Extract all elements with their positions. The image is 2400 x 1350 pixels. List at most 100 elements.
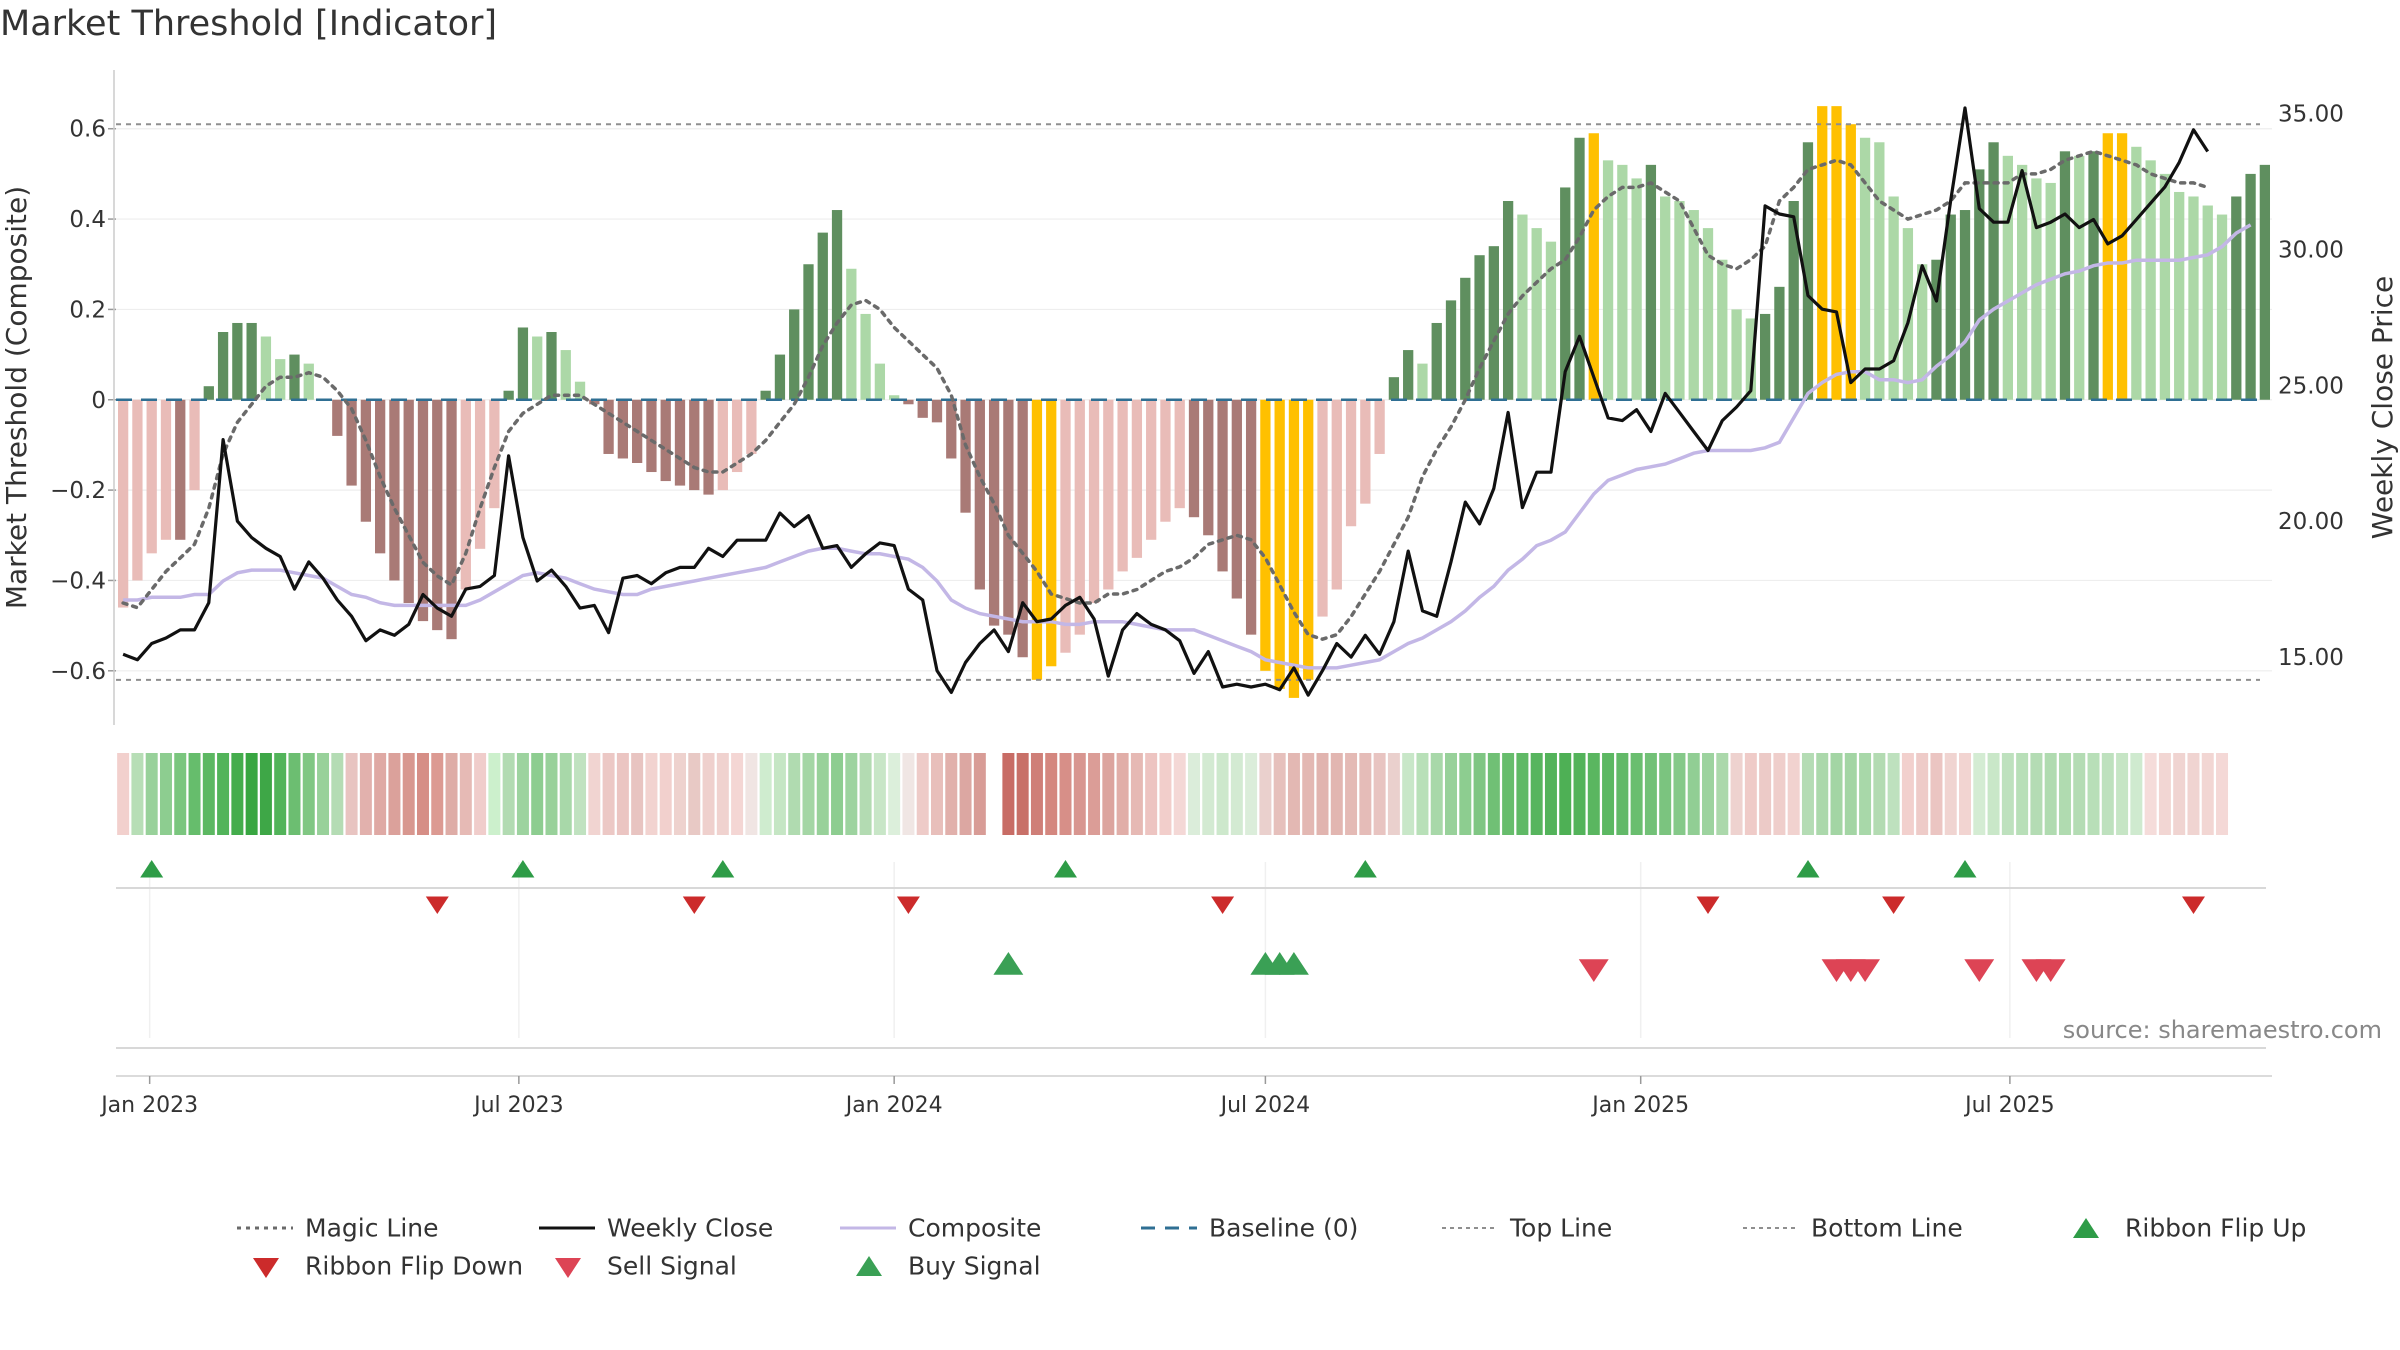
ribbon-cell	[217, 753, 230, 835]
composite-bar	[1545, 241, 1557, 400]
composite-bar	[589, 399, 600, 405]
composite-bar	[246, 322, 257, 400]
ribbon-cell	[859, 753, 872, 835]
composite-bar	[132, 399, 143, 581]
ribbon-cell	[1759, 753, 1772, 835]
legend-swatch	[539, 1226, 595, 1230]
composite-bar	[1859, 137, 1871, 400]
composite-bar	[517, 327, 529, 400]
composite-bar	[1917, 264, 1928, 400]
ribbon-cell	[1959, 753, 1972, 835]
y-tick-label: 0.2	[69, 297, 106, 323]
legend-label: Top Line	[1510, 1213, 1613, 1243]
ribbon-cell	[1716, 753, 1729, 835]
composite-bar	[1431, 322, 1442, 400]
composite-bar	[1902, 228, 1914, 400]
ribbon-cell	[1859, 753, 1872, 835]
ribbon-cell	[1944, 753, 1957, 835]
ribbon-cell	[959, 753, 972, 835]
ribbon-cell	[145, 753, 158, 835]
composite-bar	[1131, 399, 1143, 558]
composite-bar	[874, 363, 886, 400]
ribbon-flip-down-marker	[1696, 896, 1720, 914]
composite-bar	[889, 395, 900, 400]
composite-bar	[217, 332, 229, 400]
composite-bar	[546, 332, 557, 400]
ribbon-cell	[1801, 753, 1814, 835]
composite-bar	[146, 399, 157, 554]
ribbon-cell	[1830, 753, 1843, 835]
ribbon-cell	[1873, 753, 1886, 835]
ribbon-cell	[459, 753, 472, 835]
composite-bar	[1588, 133, 1599, 400]
x-tick-label: Jul 2025	[1963, 1093, 2055, 1118]
composite-bar	[160, 399, 172, 540]
composite-bar	[1417, 363, 1428, 400]
legend-item: Weekly Close	[537, 1212, 773, 1243]
ribbon-cell	[1188, 753, 1200, 835]
ribbon-cell	[659, 753, 672, 835]
composite-bar	[2216, 214, 2228, 400]
legend-swatch-mark	[856, 1256, 882, 1276]
ribbon-cell	[2116, 753, 2129, 835]
ribbon-cell	[274, 753, 287, 835]
composite-bar	[674, 399, 686, 486]
composite-bar	[432, 399, 443, 631]
ribbon-cell	[1359, 753, 1372, 835]
composite-bar	[2131, 146, 2142, 400]
composite-bar	[1702, 228, 1714, 400]
ribbon-cell	[1816, 753, 1829, 835]
ribbon-cell	[616, 753, 629, 835]
composite-bar	[717, 399, 728, 491]
ribbon-flip-up-marker	[1796, 860, 1820, 878]
ribbon-flip-up-marker	[711, 860, 735, 878]
composite-bar	[931, 399, 943, 423]
legend-swatch	[2073, 1218, 2099, 1238]
composite-bar	[1574, 137, 1585, 400]
ribbon-cell	[1245, 753, 1258, 835]
ribbon-cell	[1544, 753, 1557, 835]
composite-bar	[1531, 228, 1542, 400]
legend-item: Buy Signal	[838, 1250, 1041, 1281]
ribbon-cell	[2130, 753, 2143, 835]
composite-bar	[646, 399, 657, 473]
ribbon-cell	[1088, 753, 1101, 835]
composite-bar	[1074, 399, 1085, 635]
composite-bar	[1602, 160, 1614, 400]
ribbon-cell	[945, 753, 958, 835]
ribbon-cell	[317, 753, 330, 835]
weekly-close-line	[122, 106, 2210, 697]
sell-signal-marker	[1964, 959, 1995, 982]
composite-bar	[1617, 164, 1628, 400]
composite-bar	[117, 399, 129, 608]
ribbon-cell	[702, 753, 715, 835]
composite-bar	[2088, 151, 2099, 400]
composite-bar	[1688, 210, 1699, 400]
ribbon-cell	[1445, 753, 1458, 835]
y2-tick-label: 35.00	[2278, 101, 2344, 127]
ribbon-cell	[988, 753, 1001, 835]
composite-bar	[289, 354, 300, 400]
ribbon-cell	[1730, 753, 1743, 835]
composite-bar	[2159, 173, 2171, 400]
composite-bar	[1260, 399, 1271, 671]
ribbon-cell	[930, 753, 943, 835]
ribbon-cell	[159, 753, 172, 835]
ribbon-cell	[1402, 753, 1415, 835]
composite-bar	[1974, 169, 1985, 400]
ribbon-cell	[1016, 753, 1029, 835]
y2-tick-label: 25.00	[2278, 373, 2344, 399]
ribbon-cell	[1487, 753, 1500, 835]
ribbon-cell	[1302, 753, 1315, 835]
ribbon-cell	[1844, 753, 1857, 835]
ribbon-cell	[1687, 753, 1700, 835]
ribbon-cell	[502, 753, 515, 835]
legend-swatch	[856, 1256, 882, 1276]
legend-label: Composite	[908, 1213, 1042, 1243]
composite-bar	[189, 399, 200, 491]
ribbon-cell	[1516, 753, 1529, 835]
ribbon-flip-up-marker	[1953, 860, 1977, 878]
composite-bar	[1745, 318, 1756, 400]
buy-signal-marker	[993, 952, 1024, 975]
composite-bar	[1217, 399, 1228, 572]
